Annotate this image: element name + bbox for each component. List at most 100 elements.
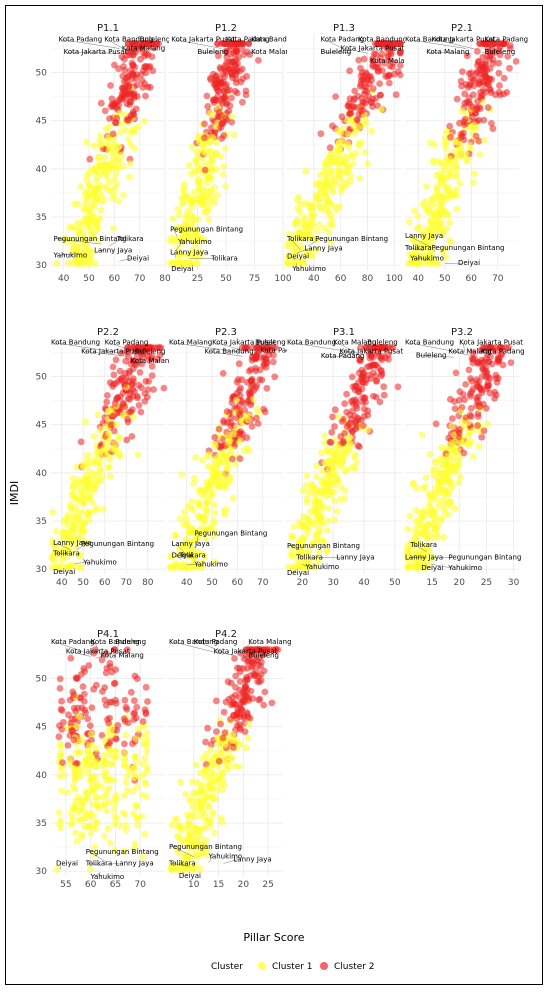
point-label: Yahukimo (53, 251, 88, 259)
data-point (211, 509, 219, 517)
data-point (169, 259, 177, 267)
data-point (84, 451, 91, 459)
data-point (132, 361, 140, 368)
data-point (219, 451, 227, 459)
data-point (392, 91, 400, 99)
data-point (247, 389, 255, 397)
data-point (444, 462, 451, 469)
data-point (198, 198, 206, 205)
data-point (219, 170, 227, 178)
data-point (122, 779, 130, 786)
point-label: Pegunungan Bintang (86, 848, 159, 856)
point-label: Lanny Jaya (405, 232, 443, 240)
data-point (236, 664, 244, 672)
data-point (143, 764, 151, 771)
data-point (72, 773, 80, 781)
data-point (129, 61, 137, 69)
data-point (336, 203, 343, 211)
data-point (235, 409, 243, 417)
data-point (476, 40, 484, 47)
data-point (179, 199, 187, 207)
data-point (262, 363, 270, 371)
data-point (236, 455, 244, 463)
data-point (248, 422, 256, 430)
data-point (67, 821, 75, 828)
data-point (78, 530, 85, 537)
points (53, 40, 163, 267)
legend-title: Cluster (211, 962, 243, 972)
data-point (127, 141, 134, 149)
x-tick-label: 100 (274, 274, 291, 284)
label-leader (290, 238, 301, 250)
label-leader (430, 51, 472, 54)
data-point (446, 441, 453, 449)
data-point (287, 237, 295, 245)
data-point (232, 684, 239, 691)
data-point (82, 493, 90, 500)
data-point (353, 422, 360, 429)
data-point (405, 218, 413, 226)
data-point (231, 763, 239, 770)
data-point (195, 185, 203, 193)
data-point (247, 401, 255, 409)
data-point (354, 414, 362, 422)
data-point (229, 455, 236, 463)
data-point (488, 76, 496, 83)
data-point (103, 173, 111, 181)
data-point (97, 169, 104, 177)
data-point (302, 200, 310, 207)
y-tick-label: 40 (36, 165, 48, 175)
data-point (230, 67, 238, 74)
data-point (180, 259, 188, 267)
data-point (174, 832, 182, 840)
data-point (243, 665, 251, 672)
data-point (462, 381, 469, 388)
data-point (473, 383, 481, 390)
data-point (142, 683, 150, 691)
label-leader (297, 248, 309, 253)
x-tick-label: 25 (481, 578, 492, 588)
data-point (269, 358, 277, 366)
data-point (84, 479, 92, 486)
data-point (457, 439, 465, 447)
data-point (213, 138, 220, 146)
data-point (88, 458, 96, 466)
data-point (192, 259, 200, 267)
data-point (177, 778, 184, 786)
data-point (113, 114, 121, 122)
data-point (123, 348, 131, 356)
data-point (249, 695, 257, 702)
data-point (90, 233, 97, 241)
data-point (77, 183, 85, 191)
data-point (484, 104, 492, 111)
data-point (139, 771, 147, 778)
data-point (426, 451, 434, 458)
point-label: Yahukimo (291, 265, 326, 273)
data-point (113, 421, 120, 428)
data-point (113, 815, 120, 823)
y-tick-label: 50 (36, 373, 48, 383)
data-point (207, 76, 215, 84)
label-leader (108, 39, 125, 50)
data-point (100, 164, 108, 172)
panel-title: P2.2 (97, 327, 119, 338)
point-label: Kota Padang (194, 638, 238, 646)
data-point (129, 375, 137, 383)
data-point (460, 449, 468, 457)
data-point (369, 369, 377, 376)
data-point (129, 788, 136, 795)
point-label: Lanny Jaya (304, 245, 342, 253)
data-point (112, 747, 120, 755)
data-point (99, 688, 106, 695)
data-point (122, 731, 130, 739)
data-point (125, 136, 132, 143)
data-point (77, 671, 85, 678)
data-point (459, 68, 466, 75)
label-leader (74, 562, 88, 564)
label-leader (373, 55, 382, 62)
data-point (82, 215, 90, 223)
data-point (312, 531, 320, 538)
point-label: Lanny Jaya (233, 856, 271, 864)
data-point (360, 55, 368, 63)
